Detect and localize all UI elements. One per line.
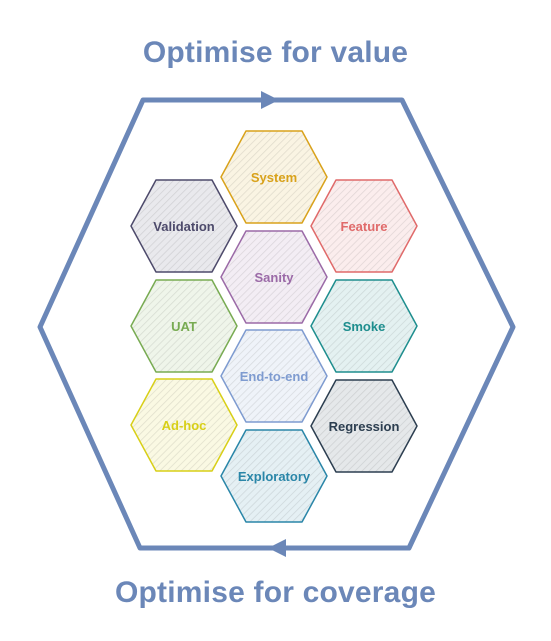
bottom-arrow-icon — [268, 539, 286, 557]
hexagon-system: System — [220, 130, 328, 224]
hexagon-ad-hoc: Ad-hoc — [130, 378, 238, 472]
hexagon-label-regression: Regression — [329, 419, 400, 434]
hexagon-label-exploratory: Exploratory — [238, 469, 311, 484]
hexagon-smoke: Smoke — [310, 279, 418, 373]
top-arrow-icon — [261, 91, 279, 109]
hexagon-end-to-end: End-to-end — [220, 329, 328, 423]
hexagon-validation: Validation — [130, 179, 238, 273]
hexagon-sanity: Sanity — [220, 230, 328, 324]
hexagon-regression: Regression — [310, 379, 418, 473]
hexagon-label-smoke: Smoke — [343, 319, 386, 334]
hexagon-label-sanity: Sanity — [254, 270, 294, 285]
hexagon-label-uat: UAT — [171, 319, 197, 334]
hexagon-label-end-to-end: End-to-end — [240, 369, 309, 384]
hexagon-label-system: System — [251, 170, 297, 185]
outer-frame — [37, 91, 516, 557]
hexagon-label-feature: Feature — [341, 219, 388, 234]
hexagon-exploratory: Exploratory — [220, 429, 328, 523]
bottom-title: Optimise for coverage — [115, 576, 436, 609]
outer-hexagon-frame — [37, 97, 516, 551]
top-title: Optimise for value — [142, 36, 409, 69]
hexagon-label-ad-hoc: Ad-hoc — [162, 418, 207, 433]
hexagon-label-validation: Validation — [153, 219, 214, 234]
hexagon-feature: Feature — [310, 179, 418, 273]
hexagon-uat: UAT — [130, 279, 238, 373]
